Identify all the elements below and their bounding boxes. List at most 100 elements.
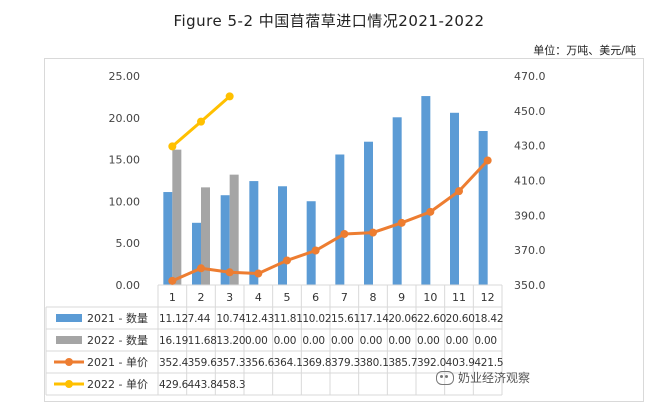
data-label: 0.00 [446, 335, 469, 347]
legend-label: 2022 - 单价 [87, 378, 148, 391]
data-label: 356.6 [245, 357, 275, 369]
data-label: 10.74 [216, 313, 246, 325]
x-axis-tick: 5 [284, 291, 291, 304]
right-axis-tick: 450.0 [514, 105, 546, 118]
data-label: 0.00 [274, 335, 297, 347]
line-point [168, 276, 177, 285]
line-point [254, 269, 263, 278]
line-point [340, 229, 349, 238]
data-label: 458.3 [216, 379, 245, 391]
data-label: 369.8 [302, 357, 331, 369]
right-axis-tick: 430.0 [514, 140, 546, 153]
data-label: 11.12 [159, 313, 188, 325]
data-label: 15.61 [331, 313, 360, 325]
left-axis-tick: 5.00 [116, 237, 141, 250]
x-axis-tick: 7 [341, 291, 348, 304]
right-axis-tick: 390.0 [514, 209, 546, 222]
bar [450, 112, 459, 285]
data-label: 0.00 [245, 335, 268, 347]
left-axis-tick: 25.00 [109, 70, 141, 83]
unit-label: 单位：万吨、美元/吨 [533, 44, 636, 57]
line-point [225, 92, 234, 101]
line-point [197, 264, 205, 273]
wechat-icon [436, 370, 454, 385]
series-line [171, 159, 489, 283]
data-label: 392.0 [417, 357, 446, 369]
data-label: 0.00 [474, 335, 497, 347]
bar [421, 96, 431, 286]
bar [220, 195, 230, 285]
left-axis-tick: 15.00 [109, 154, 141, 167]
data-label: 12.43 [245, 313, 274, 325]
bar [249, 181, 259, 285]
data-label: 429.6 [159, 379, 189, 391]
x-axis-tick: 9 [398, 291, 405, 304]
bar [201, 187, 210, 285]
line-point [197, 117, 205, 126]
line-point [225, 268, 234, 277]
line-point [283, 256, 291, 265]
data-label: 11.81 [274, 313, 303, 325]
data-label: 17.14 [360, 313, 390, 325]
chart-frame [44, 58, 644, 402]
x-axis-tick: 8 [370, 291, 377, 304]
x-axis-tick: 11 [452, 291, 466, 304]
data-label: 0.00 [417, 335, 440, 347]
data-label: 16.19 [159, 335, 188, 347]
x-axis-tick: 1 [169, 291, 176, 304]
data-label: 0.00 [302, 335, 325, 347]
watermark-text: 奶业经济观察 [458, 371, 531, 385]
bar [163, 192, 173, 285]
left-axis-tick: 10.00 [109, 195, 141, 208]
data-label: 0.00 [360, 335, 383, 347]
data-label: 379.3 [331, 357, 360, 369]
x-axis-tick: 4 [255, 291, 262, 304]
line-point [397, 218, 406, 227]
bar [392, 117, 402, 285]
legend-swatch-marker [65, 358, 73, 366]
bar [278, 186, 287, 285]
data-label: 18.42 [474, 313, 503, 325]
chart-title: Figure 5-2 中国苜蓿草进口情况2021-2022 [173, 12, 485, 30]
bar [229, 174, 239, 285]
watermark: 奶业经济观察 [436, 369, 530, 386]
legend-label: 2022 - 数量 [87, 334, 148, 347]
data-label: 352.4 [159, 357, 189, 369]
data-label: 10.02 [302, 313, 331, 325]
bar [172, 149, 182, 285]
legend-swatch [56, 314, 82, 322]
x-axis-tick: 2 [198, 291, 205, 304]
bar [335, 154, 345, 285]
data-label: 20.06 [388, 313, 418, 325]
line-point [483, 156, 492, 165]
x-axis-tick: 3 [226, 291, 233, 304]
x-axis-tick: 10 [423, 291, 437, 304]
x-axis-tick: 6 [312, 291, 319, 304]
data-label: 7.44 [188, 313, 211, 325]
data-label: 20.60 [446, 313, 475, 325]
right-axis-tick: 370.0 [514, 244, 546, 257]
data-label: 13.20 [216, 335, 245, 347]
data-label: 421.5 [474, 357, 503, 369]
data-label: 364.1 [274, 357, 303, 369]
line-point [455, 187, 463, 196]
left-axis-tick: 0.00 [116, 279, 141, 292]
data-label: 380.1 [360, 357, 389, 369]
legend-label: 2021 - 单价 [87, 356, 148, 369]
line-point [168, 142, 177, 151]
data-label: 385.7 [388, 357, 417, 369]
right-axis-tick: 350.0 [514, 279, 546, 292]
left-axis-tick: 20.00 [109, 112, 141, 125]
data-label: 0.00 [388, 335, 411, 347]
right-axis-tick: 470.0 [514, 70, 546, 83]
line-point [311, 246, 320, 255]
data-label: 403.9 [446, 357, 475, 369]
line-point [426, 207, 435, 216]
x-axis-tick: 12 [481, 291, 495, 304]
bar [364, 141, 373, 285]
right-axis-tick: 410.0 [514, 175, 546, 188]
bar [478, 131, 488, 285]
data-label: 443.8 [188, 379, 217, 391]
legend-swatch [56, 336, 82, 344]
